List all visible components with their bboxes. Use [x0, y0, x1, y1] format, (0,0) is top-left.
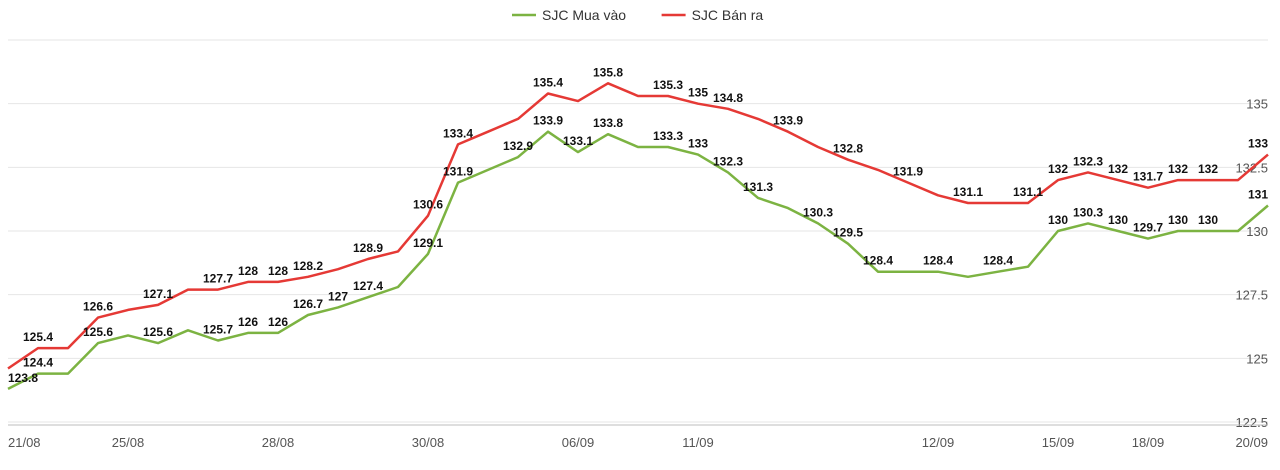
data-label: 128.2 — [293, 259, 323, 273]
data-label: 132 — [1048, 162, 1068, 176]
data-label: 134.8 — [713, 91, 743, 105]
y-tick-label: 130 — [1246, 224, 1268, 239]
data-label: 132 — [1168, 162, 1188, 176]
x-tick-label: 18/09 — [1132, 435, 1165, 450]
data-label: 131.9 — [443, 165, 473, 179]
data-label: 126 — [268, 315, 288, 329]
data-label: 128 — [268, 264, 288, 278]
data-label: 131.9 — [893, 165, 923, 179]
data-label: 133.1 — [563, 134, 593, 148]
x-tick-label: 28/08 — [262, 435, 295, 450]
legend-label: SJC Mua vào — [542, 7, 626, 23]
data-label: 133.9 — [773, 114, 803, 128]
data-label: 130.3 — [803, 205, 833, 219]
data-label: 127 — [328, 289, 348, 303]
data-label: 132.3 — [713, 154, 743, 168]
data-label: 125.4 — [23, 330, 53, 344]
legend[interactable]: SJC Mua vào SJC Bán ra — [512, 7, 763, 23]
legend-item[interactable]: SJC Mua vào — [512, 7, 626, 23]
x-tick-label: 06/09 — [562, 435, 595, 450]
data-label: 124.4 — [23, 356, 53, 370]
data-label: 130 — [1048, 213, 1068, 227]
series-line[interactable] — [7, 130, 1269, 391]
data-label: 132 — [1198, 162, 1218, 176]
y-tick-label: 127.5 — [1235, 288, 1268, 303]
data-label: 127.1 — [143, 287, 173, 301]
data-label: 128.4 — [923, 254, 953, 268]
data-label: 128.4 — [983, 254, 1013, 268]
data-label: 133.4 — [443, 126, 473, 140]
x-tick-label: 15/09 — [1042, 435, 1075, 450]
data-label: 129.1 — [413, 236, 443, 250]
legend-item[interactable]: SJC Bán ra — [661, 7, 764, 23]
data-label: 131.1 — [953, 185, 983, 199]
data-label: 133.9 — [533, 114, 563, 128]
data-label: 133 — [1248, 137, 1268, 151]
data-label: 125.6 — [143, 325, 173, 339]
data-label: 132.3 — [1073, 154, 1103, 168]
data-label: 130 — [1108, 213, 1128, 227]
data-label: 128.9 — [353, 241, 383, 255]
x-tick-label: 12/09 — [922, 435, 955, 450]
x-tick-label: 20/09 — [1235, 435, 1268, 450]
series-layer — [7, 82, 1269, 391]
data-label: 125.7 — [203, 323, 233, 337]
data-label: 131 — [1248, 188, 1268, 202]
x-tick-label: 11/09 — [682, 435, 714, 450]
data-label: 128.4 — [863, 254, 893, 268]
series-line[interactable] — [7, 82, 1269, 370]
data-label: 132.9 — [503, 139, 533, 153]
x-tick-label: 30/08 — [412, 435, 445, 450]
data-label: 123.8 — [8, 371, 38, 385]
x-tick-label: 25/08 — [112, 435, 145, 450]
data-label: 132.8 — [833, 142, 863, 156]
data-label: 129.5 — [833, 226, 863, 240]
data-label: 128 — [238, 264, 258, 278]
data-label: 130 — [1198, 213, 1218, 227]
data-label: 135.4 — [533, 75, 563, 89]
data-label: 133 — [688, 137, 708, 151]
y-tick-label: 135 — [1246, 97, 1268, 112]
data-label: 131.7 — [1133, 170, 1163, 184]
data-label: 131.1 — [1013, 185, 1043, 199]
data-label: 127.7 — [203, 272, 233, 286]
data-label: 130 — [1168, 213, 1188, 227]
grid-layer — [8, 39, 1268, 423]
data-label: 133.8 — [593, 116, 623, 130]
data-label: 135 — [688, 86, 708, 100]
data-label: 135.8 — [593, 65, 623, 79]
data-label: 127.4 — [353, 279, 383, 293]
data-label: 135.3 — [653, 78, 683, 92]
data-label: 130.6 — [413, 198, 443, 212]
data-label: 129.7 — [1133, 221, 1163, 235]
data-label: 126.7 — [293, 297, 323, 311]
data-label: 130.3 — [1073, 205, 1103, 219]
data-label: 126 — [238, 315, 258, 329]
data-label: 126.6 — [83, 300, 113, 314]
legend-label: SJC Bán ra — [692, 7, 764, 23]
data-label: 125.6 — [83, 325, 113, 339]
data-label: 131.3 — [743, 180, 773, 194]
y-tick-label: 122.5 — [1235, 415, 1268, 430]
data-label: 132 — [1108, 162, 1128, 176]
x-tick-label: 21/08 — [8, 435, 41, 450]
y-tick-label: 125 — [1246, 351, 1268, 366]
data-label: 133.3 — [653, 129, 683, 143]
